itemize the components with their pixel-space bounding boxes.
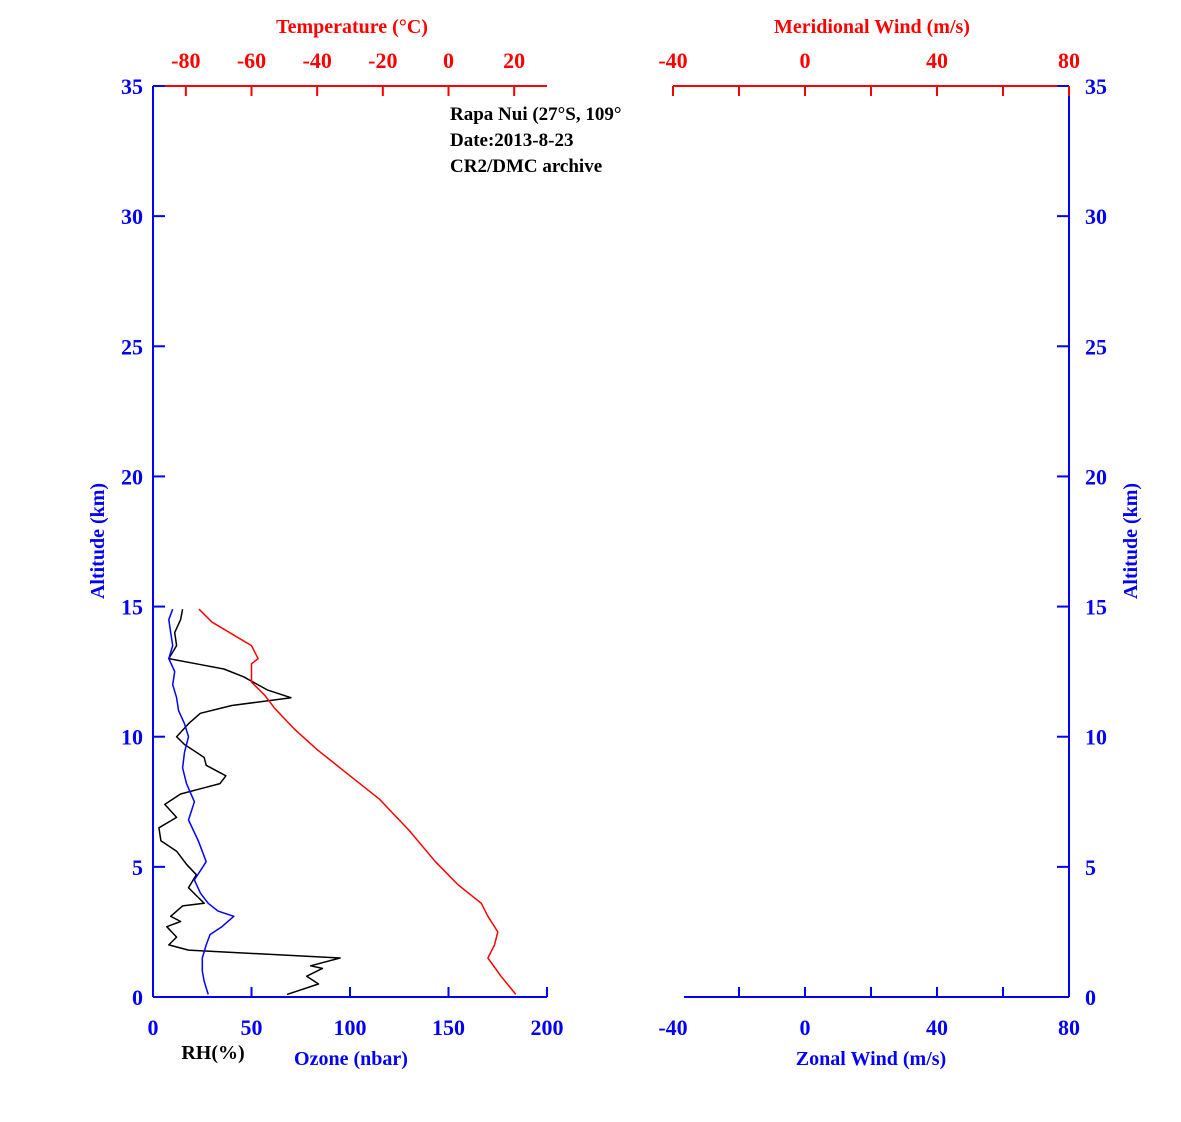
right-y-tick-label: 25: [1085, 334, 1107, 359]
meridional-wind-axis-label: Meridional Wind (m/s): [774, 16, 970, 38]
ozone-x-tick-label: 100: [334, 1015, 367, 1040]
meridional-wind-x-tick-label: 40: [926, 48, 948, 73]
left-y-tick-label: 25: [121, 334, 143, 359]
left-y-tick-label: 15: [121, 595, 143, 620]
left-panel: 0 5 10 15 20 25 30 35 0 50 100 150 200 -80 -60 -40 -20 0 2…: [121, 48, 564, 1040]
right-altitude-axis-label: Altitude (km): [1120, 483, 1142, 599]
ozone-x-tick-label: 150: [432, 1015, 465, 1040]
left-y-tick-label: 20: [121, 464, 143, 489]
left-y-tick-label: 35: [121, 74, 143, 99]
left-y-tick-label: 30: [121, 204, 143, 229]
rh-axis-label: RH(%): [181, 1042, 244, 1064]
station-label: Rapa Nui (27°S, 109°: [450, 104, 621, 125]
ozone-axis-label: Ozone (nbar): [294, 1048, 408, 1070]
ozone-profile-line: [168, 608, 235, 995]
right-y-tick-label: 10: [1085, 725, 1107, 750]
zonal-wind-axis-label: Zonal Wind (m/s): [796, 1048, 946, 1070]
zonal-wind-x-tick-label: 40: [926, 1015, 948, 1040]
right-y-tick-label: 5: [1085, 855, 1096, 880]
meridional-wind-x-tick-label: 0: [800, 48, 811, 73]
temperature-profile-line: [198, 608, 517, 995]
left-y-tick-label: 10: [121, 725, 143, 750]
date-label: Date:2013-8-23: [450, 130, 573, 151]
right-y-tick-label: 35: [1085, 74, 1107, 99]
right-y-tick-label: 30: [1085, 204, 1107, 229]
temperature-axis-label: Temperature (°C): [276, 16, 428, 38]
archive-label: CR2/DMC archive: [450, 156, 602, 177]
left-y-tick-label: 0: [132, 985, 143, 1010]
rh-profile-line: [158, 609, 341, 996]
zonal-wind-x-tick-label: -40: [658, 1015, 687, 1040]
meridional-wind-x-tick-label: 80: [1058, 48, 1080, 73]
temperature-x-tick-label: -40: [303, 48, 332, 73]
temperature-x-tick-label: 20: [503, 48, 525, 73]
right-y-tick-label: 15: [1085, 595, 1107, 620]
temperature-x-tick-label: -20: [368, 48, 397, 73]
ozone-x-tick-label: 200: [531, 1015, 564, 1040]
left-altitude-axis-label: Altitude (km): [87, 483, 109, 599]
temperature-x-tick-label: -60: [237, 48, 266, 73]
right-panel: 0 5 10 15 20 25 30 35 -40 0 40 80 -40 0 40 80: [658, 48, 1107, 1040]
zonal-wind-x-tick-label: 80: [1058, 1015, 1080, 1040]
meridional-wind-x-tick-label: -40: [658, 48, 687, 73]
temperature-x-tick-label: 0: [443, 48, 454, 73]
right-y-tick-label: 0: [1085, 985, 1096, 1010]
temperature-x-tick-label: -80: [171, 48, 200, 73]
left-y-tick-label: 5: [132, 855, 143, 880]
ozone-x-tick-label: 50: [241, 1015, 263, 1040]
zonal-wind-x-tick-label: 0: [800, 1015, 811, 1040]
right-y-tick-label: 20: [1085, 464, 1107, 489]
ozone-x-tick-label: 0: [148, 1015, 159, 1040]
